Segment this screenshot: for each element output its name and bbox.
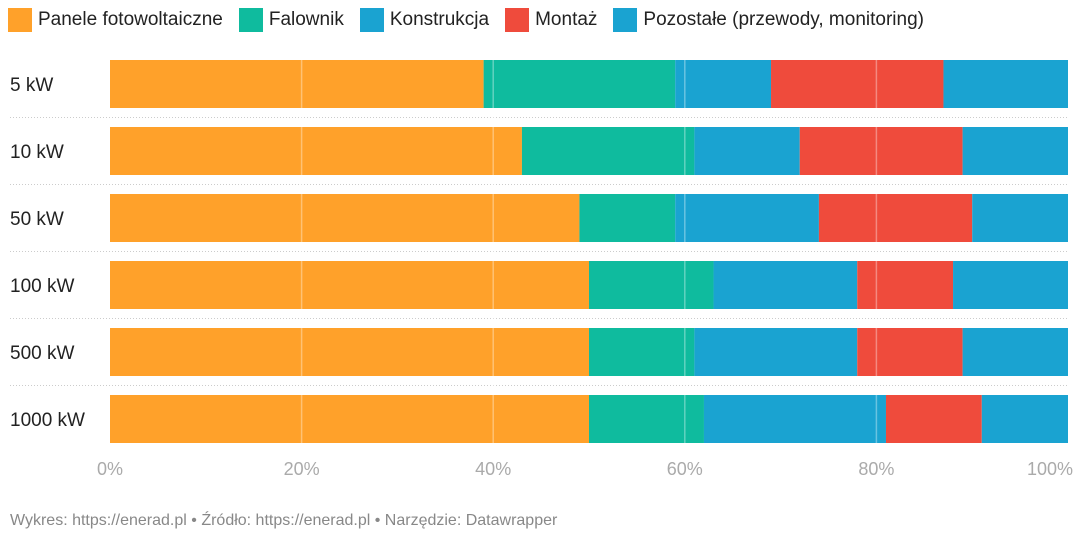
bar-segment [771, 60, 944, 108]
x-tick-label: 20% [284, 459, 320, 479]
bar-segment [857, 328, 963, 376]
legend-swatch [8, 8, 32, 32]
bar-segment [110, 328, 589, 376]
bar-segment [694, 328, 858, 376]
legend-label: Konstrukcja [389, 9, 490, 30]
bar-segment [110, 194, 580, 242]
legend-item: Falownik [238, 8, 344, 32]
category-label: 500 kW [10, 343, 74, 364]
category-label: 10 kW [10, 142, 64, 163]
bar-segment [694, 127, 800, 175]
bar-segment [110, 395, 589, 443]
category-label: 5 kW [10, 75, 53, 96]
legend-item: Konstrukcja [359, 8, 490, 32]
bar-segment [972, 194, 1068, 242]
legend-label: Panele fotowoltaiczne [38, 9, 223, 30]
bar-segment [857, 261, 954, 309]
bar-segment [962, 127, 1068, 175]
category-label: 1000 kW [10, 410, 85, 431]
legend-swatch [238, 8, 263, 32]
stacked-bar-chart: 5 kW 10 kW 50 kW 100 kW 500 kW 1000 kW 0% 20% 40… [10, 60, 1073, 479]
legend-swatch [505, 8, 530, 32]
bar-segment [579, 194, 676, 242]
bar-segment [110, 127, 522, 175]
bar-segment [953, 261, 1068, 309]
x-tick-label: 100% [1027, 459, 1073, 479]
category-label: 100 kW [10, 276, 74, 297]
bar-segment [962, 328, 1068, 376]
x-tick-label: 80% [858, 459, 894, 479]
category-label: 50 kW [10, 209, 64, 230]
legend-item: Montaż [505, 8, 597, 32]
legend-label: Falownik [268, 9, 344, 30]
bar-segment [675, 60, 772, 108]
bar-segment [703, 395, 886, 443]
bar-segment [110, 261, 589, 309]
bar-segment [818, 194, 973, 242]
bar-segment [483, 60, 676, 108]
x-tick-label: 60% [667, 459, 703, 479]
legend-swatch [613, 8, 638, 32]
bar-segment [675, 194, 819, 242]
legend-label: Pozostałe (przewody, monitoring) [643, 9, 924, 30]
bar-segment [110, 60, 484, 108]
bar-segment [589, 328, 695, 376]
legend: Panele fotowoltaiczne Falownik Konstrukcja… [8, 8, 924, 32]
x-tick-label: 40% [475, 459, 511, 479]
legend-label: Montaż [535, 9, 598, 30]
legend-item: Pozostałe (przewody, monitoring) [613, 8, 924, 32]
bar-segment [981, 395, 1068, 443]
bar-segment [713, 261, 858, 309]
legend-item: Panele fotowoltaiczne [8, 8, 223, 32]
bar-segment [589, 261, 714, 309]
bar-segment [885, 395, 982, 443]
bar-segment [799, 127, 963, 175]
x-tick-label: 0% [97, 459, 123, 479]
chart-footer: Wykres: https://enerad.pl • Źródło: http… [10, 512, 558, 529]
bar-segment [943, 60, 1068, 108]
bar-segment [521, 127, 695, 175]
legend-swatch [359, 8, 384, 32]
bar-segment [589, 395, 704, 443]
